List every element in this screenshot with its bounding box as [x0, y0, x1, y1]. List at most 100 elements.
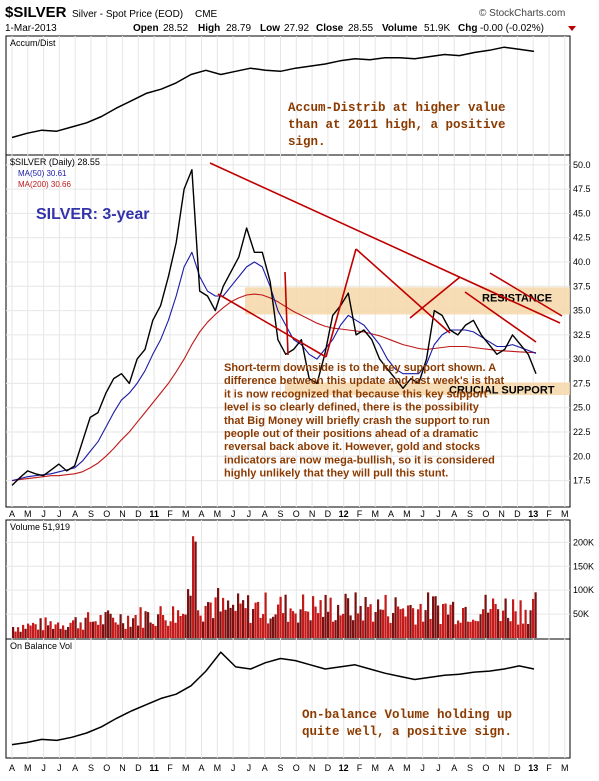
month-tick-label-bottom: A	[199, 763, 205, 773]
month-tick-label-mid: A	[388, 509, 394, 519]
volume-bar	[394, 597, 397, 638]
volume-bar	[319, 600, 322, 638]
volume-bar	[202, 621, 205, 638]
volume-bar	[454, 624, 457, 638]
price-tick-label: 40.0	[573, 257, 591, 267]
volume-bar	[254, 602, 257, 638]
accum-annotation-line: than at 2011 high, a positive	[288, 118, 506, 132]
month-tick-label-mid: S	[467, 509, 473, 519]
price-annotation-line: reversal back above it. However, gold an…	[224, 441, 480, 453]
volume-bar	[32, 622, 35, 638]
accum-panel-frame	[5, 35, 571, 156]
volume-bar	[517, 624, 520, 638]
volume-bar	[434, 596, 437, 638]
month-tick-label-bottom: A	[262, 763, 268, 773]
volume-bar	[287, 621, 290, 638]
month-tick-label-bottom: N	[309, 763, 316, 773]
volume-bar	[269, 618, 272, 638]
volume-bar	[47, 625, 50, 638]
volume-bar	[449, 604, 452, 638]
volume-bar	[134, 615, 137, 638]
month-tick-label-bottom: F	[167, 763, 173, 773]
symbol: $SILVER	[5, 4, 67, 21]
band-label: RESISTANCE	[482, 292, 552, 304]
price-annotation-line: difference between this update and last …	[224, 375, 504, 387]
volume-bar	[62, 625, 65, 638]
volume-bar	[359, 606, 362, 638]
volume-bar	[162, 615, 165, 638]
price-tick-label: 22.5	[573, 427, 591, 437]
volume-bar	[112, 617, 115, 638]
month-tick-label-mid: A	[451, 509, 457, 519]
accum-annotation-line: Accum-Distrib at higher value	[288, 101, 506, 115]
volume-bar	[197, 610, 200, 638]
month-tick-label-bottom: F	[546, 763, 552, 773]
volume-bar	[247, 595, 250, 638]
volume-bar	[397, 606, 400, 638]
volume-bar	[37, 629, 40, 638]
month-tick-label-bottom: M	[182, 763, 190, 773]
month-tick-label-mid: 13	[528, 509, 538, 519]
volume-bar	[444, 603, 447, 638]
month-tick-label-bottom: O	[293, 763, 300, 773]
volume-bar	[474, 620, 477, 638]
volume-bar	[532, 599, 535, 638]
volume-bar	[257, 601, 260, 638]
volume-bar	[259, 617, 262, 638]
volume-bar	[439, 624, 442, 638]
month-tick-label-bottom: M	[214, 763, 222, 773]
grid-lines	[6, 36, 570, 758]
month-tick-label-mid: S	[88, 509, 94, 519]
volume-bar	[279, 596, 282, 638]
month-tick-label-bottom: S	[277, 763, 283, 773]
volume-bar	[437, 605, 440, 638]
volume-bar	[282, 613, 285, 638]
month-tick-label-bottom: A	[72, 763, 78, 773]
trend-line	[409, 276, 461, 319]
month-tick-label-mid: A	[199, 509, 205, 519]
month-tick-label-mid: O	[482, 509, 489, 519]
price-tick-label: 32.5	[573, 330, 591, 340]
volume-bar	[334, 620, 337, 638]
month-tick-label-mid: F	[546, 509, 552, 519]
volume-bar	[159, 606, 162, 638]
volume-bar	[157, 614, 160, 638]
month-tick-label-bottom: 11	[149, 763, 159, 773]
month-tick-label-bottom: A	[9, 763, 15, 773]
month-tick-label-bottom: M	[403, 763, 411, 773]
volume-bar	[312, 596, 315, 638]
volume-bar	[67, 627, 70, 638]
close-value: 28.55	[348, 23, 373, 34]
volume-bar	[272, 616, 275, 638]
trend-line	[489, 272, 563, 317]
volume-bar	[174, 622, 177, 638]
volume-bar	[297, 622, 300, 638]
chg-down-icon	[568, 26, 576, 31]
volume-bar	[89, 621, 92, 638]
volume-bar	[324, 594, 327, 638]
brand: © StockCharts.com	[479, 8, 565, 19]
volume-bar	[224, 609, 227, 638]
volume-bar	[442, 604, 445, 638]
volume-bar	[472, 619, 475, 638]
volume-bar	[477, 621, 480, 638]
volume-label: Volume	[382, 23, 418, 34]
accum-dist-line	[11, 46, 535, 139]
trend-line	[284, 271, 289, 356]
volume-bar	[384, 594, 387, 638]
volume-bar	[262, 614, 265, 638]
volume-bar	[34, 624, 37, 638]
month-tick-label-bottom: M	[561, 763, 569, 773]
price-annotation-line: Short-term downside is to the key suppor…	[224, 362, 496, 374]
volume-bar	[507, 617, 510, 638]
volume-legend: Volume 51,919	[10, 522, 70, 532]
volume-bar	[242, 600, 245, 638]
volume-bar	[494, 604, 497, 638]
volume-bar	[362, 620, 365, 638]
volume-bar	[227, 600, 230, 638]
month-tick-label-bottom: J	[436, 763, 441, 773]
volume-bar	[212, 618, 215, 638]
volume-bar	[329, 597, 332, 638]
volume-bar	[529, 610, 532, 638]
volume-bar	[404, 616, 407, 638]
